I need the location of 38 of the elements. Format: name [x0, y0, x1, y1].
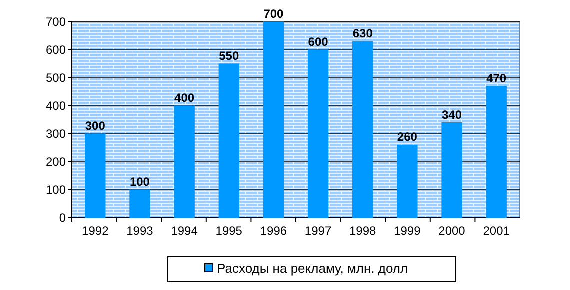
bar	[85, 134, 106, 218]
x-tick-label: 1998	[350, 224, 377, 238]
bar	[218, 64, 240, 218]
data-label: 550	[219, 49, 240, 63]
y-tick-label: 300	[46, 127, 66, 141]
bar	[486, 86, 507, 218]
y-tick-label: 100	[46, 183, 66, 197]
y-tick-label: 700	[46, 15, 66, 29]
bar	[442, 122, 462, 218]
x-tick-label: 1999	[394, 224, 422, 238]
y-tick-label: 500	[46, 71, 66, 85]
data-label: 260	[397, 130, 418, 144]
bar	[174, 106, 195, 218]
bar	[263, 22, 284, 218]
data-label: 100	[130, 175, 150, 189]
y-tick-label: 200	[46, 155, 66, 169]
bar	[352, 41, 374, 218]
y-tick-label: 400	[46, 99, 66, 113]
x-tick-label: 2001	[483, 224, 510, 238]
x-tick-label: 1997	[304, 224, 332, 238]
x-tick-label: 1995	[216, 224, 243, 238]
data-label: 700	[264, 7, 284, 21]
data-label: 300	[85, 119, 106, 133]
bar	[397, 144, 418, 218]
data-label: 400	[174, 91, 195, 105]
bar	[308, 50, 329, 218]
x-tick-label: 2000	[438, 224, 466, 238]
x-tick-label: 1993	[126, 224, 154, 238]
x-tick-label: 1994	[171, 224, 198, 238]
x-tick-label: 1996	[260, 224, 288, 238]
x-tick-label: 1992	[82, 224, 110, 238]
data-label: 340	[442, 108, 462, 122]
y-tick-label: 600	[46, 43, 66, 57]
legend-label: Расходы на рекламу, млн. долл	[217, 261, 408, 276]
data-label: 630	[352, 26, 374, 41]
y-tick-label: 0	[59, 211, 66, 225]
data-label: 600	[308, 35, 329, 49]
bar	[130, 190, 150, 218]
